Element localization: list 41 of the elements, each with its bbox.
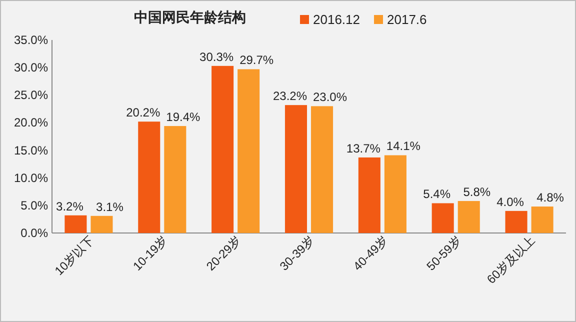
bar [311, 106, 334, 233]
bar [284, 105, 307, 233]
bar [358, 157, 380, 233]
bar [432, 203, 454, 233]
y-tick-label: 5.0% [20, 198, 48, 212]
chart-title: 中国网民年龄结构 [134, 9, 246, 25]
y-tick-label: 0.0% [20, 226, 48, 240]
bar [505, 210, 528, 233]
bar [212, 66, 234, 233]
data-label: 3.2% [56, 199, 84, 214]
x-tick-label: 10岁以下 [52, 233, 97, 278]
data-label: 13.7% [346, 141, 381, 156]
data-label: 30.3% [200, 50, 234, 64]
bar [64, 215, 87, 233]
data-label: 20.2% [126, 106, 160, 120]
legend-label: 2016.12 [313, 12, 360, 27]
data-label: 29.7% [240, 53, 274, 68]
data-label: 14.1% [386, 139, 421, 154]
data-label: 23.0% [313, 90, 348, 104]
data-label: 5.8% [463, 185, 491, 200]
data-label: 4.8% [536, 190, 564, 205]
x-tick-label: 60岁及以上 [484, 233, 538, 287]
data-label: 19.4% [166, 110, 200, 124]
y-tick-label: 30.0% [14, 60, 48, 75]
legend-label: 2017.6 [387, 12, 427, 27]
bar [531, 206, 554, 233]
data-label: 4.0% [496, 194, 524, 209]
y-tick-label: 20.0% [14, 116, 48, 130]
data-label: 5.4% [423, 187, 451, 202]
data-label: 3.1% [96, 200, 124, 214]
bar [164, 126, 186, 233]
bar [238, 69, 260, 233]
y-tick-label: 35.0% [14, 33, 48, 47]
data-label: 23.2% [272, 89, 308, 104]
y-tick-label: 10.0% [14, 170, 48, 185]
bar [458, 201, 480, 233]
y-tick-label: 25.0% [14, 88, 48, 102]
bar [90, 216, 113, 233]
bar [138, 122, 160, 233]
bar [384, 155, 406, 233]
y-tick-label: 15.0% [14, 143, 48, 158]
